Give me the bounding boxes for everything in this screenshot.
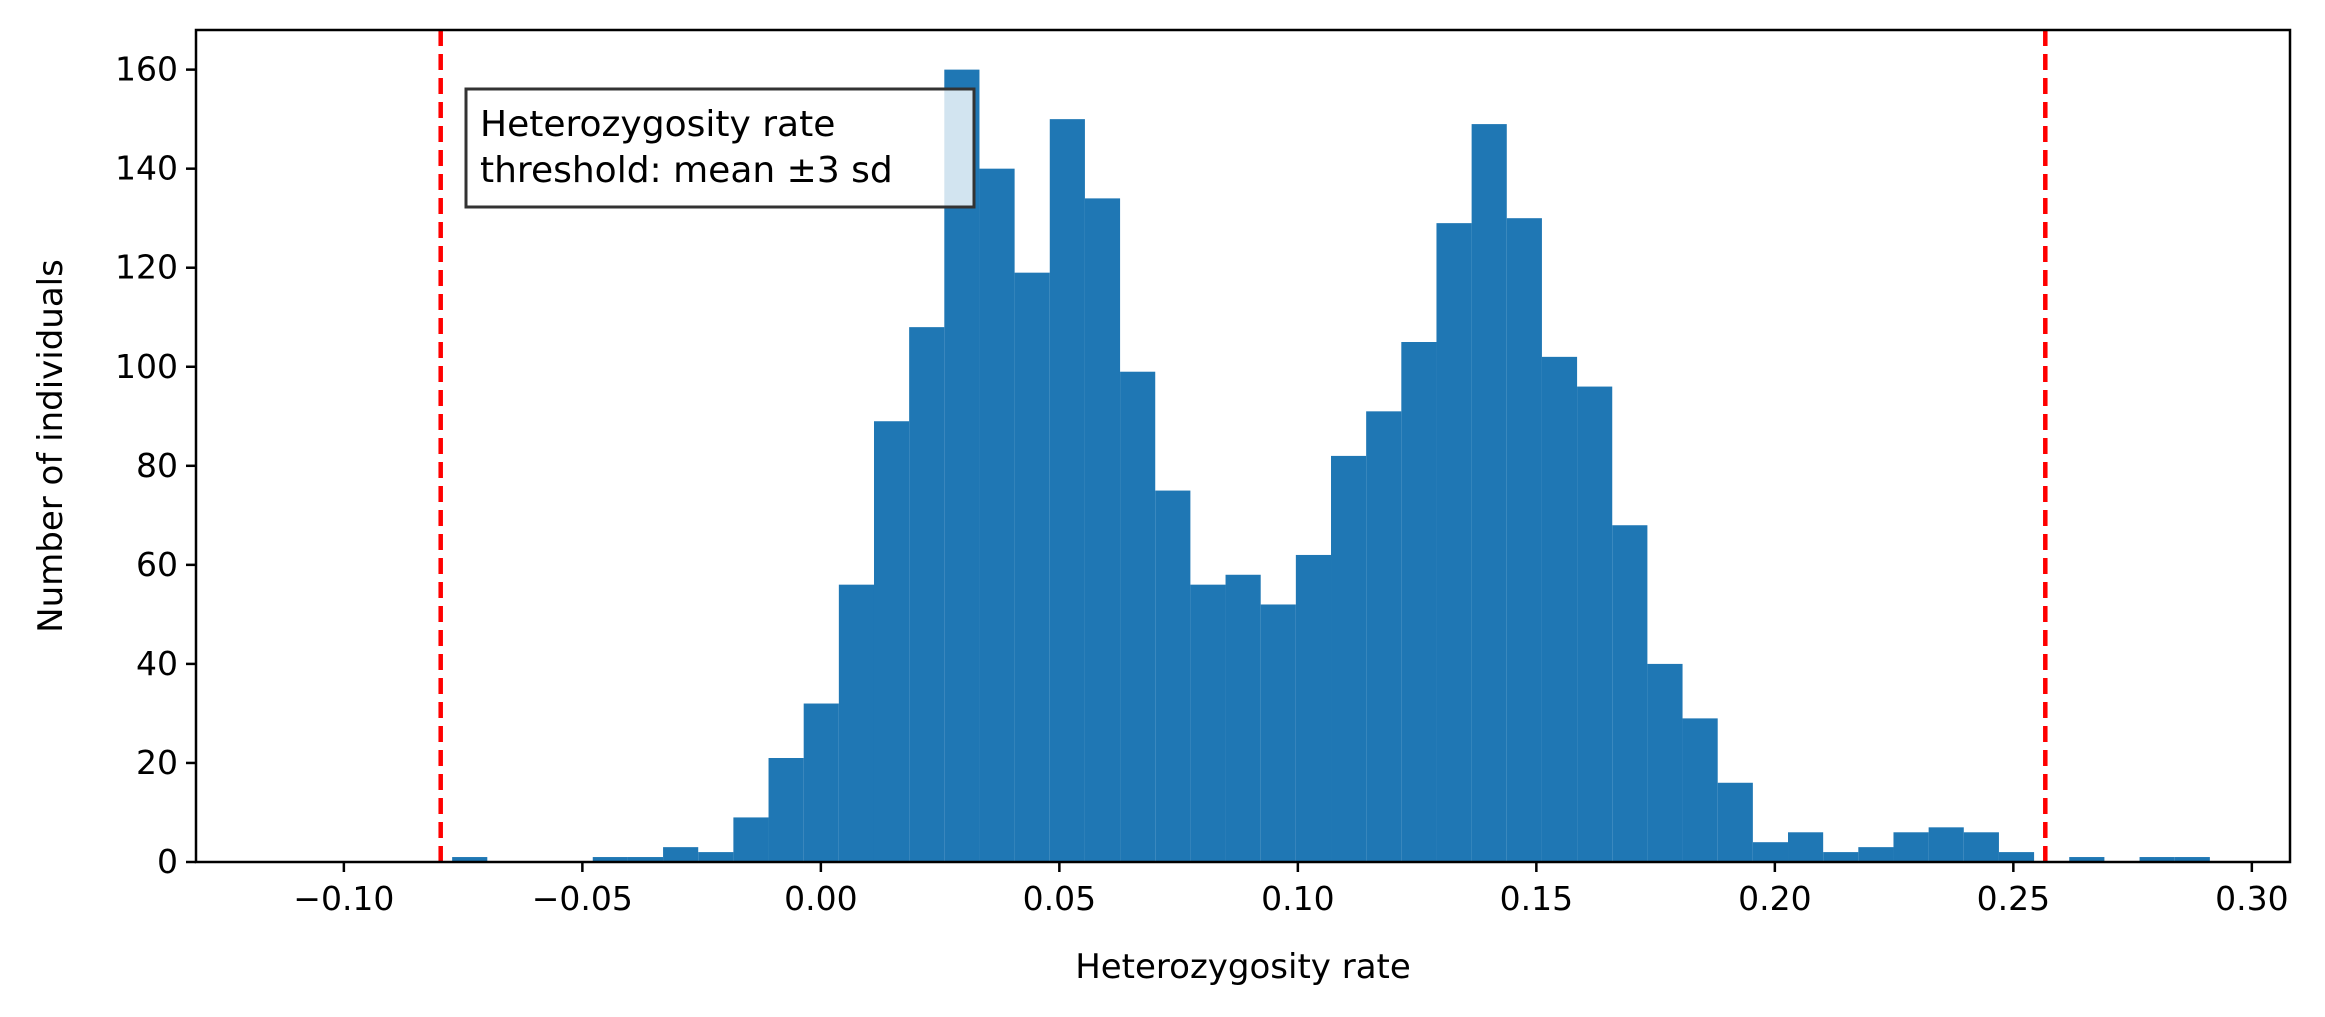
- histogram-bar: [1577, 386, 1613, 862]
- histogram-bar: [1682, 718, 1718, 862]
- annotation-line-2: threshold: mean ±3 sd: [480, 150, 893, 191]
- histogram-bar: [2174, 857, 2210, 862]
- threshold-annotation: Heterozygosity rate threshold: mean ±3 s…: [464, 87, 976, 209]
- histogram-bar: [1155, 490, 1191, 862]
- x-tick-label: 0.00: [784, 879, 857, 918]
- x-tick-label: 0.25: [1977, 879, 2050, 918]
- histogram-bar: [452, 857, 488, 862]
- y-tick-label: 100: [115, 347, 178, 386]
- histogram-bar: [1612, 525, 1648, 862]
- x-axis-ticks: −0.10 −0.05 0.00 0.05 0.10 0.15 0.20 0.25 0.30: [293, 862, 2289, 918]
- histogram-bar: [1436, 223, 1472, 863]
- histogram-bar: [1541, 356, 1578, 862]
- histogram-bar: [838, 584, 874, 862]
- histogram-bar: [1823, 852, 1859, 862]
- x-tick-label: 0.10: [1261, 879, 1334, 918]
- y-tick-label: 20: [136, 743, 178, 782]
- histogram-bar: [1506, 218, 1542, 862]
- histogram-bar: [1295, 554, 1332, 862]
- histogram-bar: [1928, 827, 1964, 862]
- x-tick-label: −0.10: [293, 879, 394, 918]
- histogram-bar: [1788, 832, 1824, 862]
- histogram-bars: [452, 69, 2210, 863]
- annotation-line-1: Heterozygosity rate: [480, 104, 835, 145]
- histogram-bar: [2069, 857, 2105, 862]
- histogram-bar: [592, 857, 628, 862]
- histogram-bar: [1084, 198, 1121, 862]
- y-tick-label: 140: [115, 149, 178, 188]
- plot-frame: [194, 28, 2292, 864]
- histogram-bar: [1893, 832, 1929, 862]
- histogram-bar: [1014, 272, 1050, 863]
- histogram-bar: [698, 852, 734, 862]
- histogram-bar: [1366, 411, 1402, 862]
- y-tick-label: 160: [115, 50, 178, 89]
- y-tick-label: 60: [136, 545, 178, 584]
- histogram-bar: [1401, 342, 1437, 862]
- histogram-bar: [1752, 842, 1789, 862]
- histogram-bar: [1049, 119, 1085, 862]
- x-tick-label: −0.05: [532, 879, 633, 918]
- histogram-bar: [663, 847, 699, 862]
- histogram-bar: [803, 703, 839, 862]
- x-tick-label: 0.20: [1738, 879, 1811, 918]
- histogram-bar: [1858, 847, 1894, 862]
- histogram-bar: [2139, 857, 2175, 862]
- histogram-bar: [1471, 124, 1507, 863]
- histogram-bar: [1190, 584, 1226, 862]
- y-tick-label: 120: [115, 248, 178, 287]
- histogram-bar: [1963, 832, 1999, 862]
- histogram-bar: [1225, 574, 1261, 862]
- histogram-bar: [733, 817, 769, 862]
- histogram-bar: [1260, 604, 1296, 862]
- x-tick-label: 0.30: [2215, 879, 2288, 918]
- y-tick-label: 40: [136, 644, 178, 683]
- histogram-bar: [1120, 371, 1156, 862]
- y-axis-label: Number of individuals: [31, 259, 71, 633]
- y-tick-label: 80: [136, 446, 178, 485]
- y-axis-ticks: 0 20 40 60 80 100 120 140 160: [115, 50, 196, 881]
- threshold-lines: [438, 30, 2048, 862]
- histogram-bar: [1647, 663, 1683, 862]
- y-tick-label: 0: [157, 842, 178, 881]
- histogram-bar: [909, 327, 945, 863]
- x-axis-label: Heterozygosity rate: [1075, 947, 1411, 987]
- histogram-bar: [979, 168, 1015, 862]
- x-tick-label: 0.05: [1023, 879, 1096, 918]
- histogram-bar: [1717, 782, 1753, 862]
- histogram-bar: [1998, 852, 2035, 862]
- histogram-bar: [627, 857, 664, 862]
- x-tick-label: 0.15: [1500, 879, 1573, 918]
- histogram-bar: [1331, 455, 1367, 862]
- annotation-box: [464, 87, 976, 209]
- histogram-bar: [768, 758, 804, 862]
- histogram-bar: [873, 421, 910, 862]
